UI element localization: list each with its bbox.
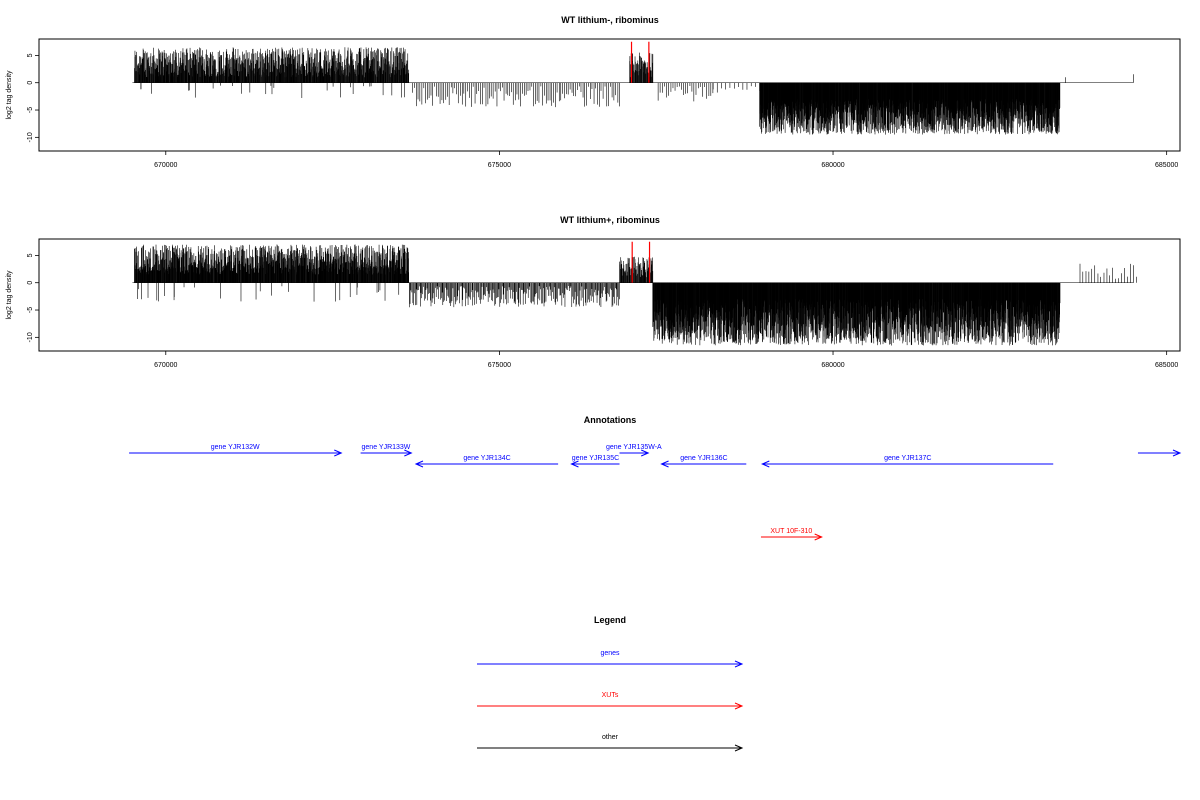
x-tick-label: 675000 xyxy=(488,362,511,369)
x-tick-label: 670000 xyxy=(154,362,177,369)
plot-frame xyxy=(38,38,1181,152)
x-tick-label: 675000 xyxy=(488,162,511,169)
y-axis-label: log2 tag density xyxy=(6,270,13,320)
plot-frame xyxy=(38,238,1181,352)
y-tick-label: 0 xyxy=(27,281,34,285)
x-tick-label: 685000 xyxy=(1155,162,1178,169)
x-tick-label: 670000 xyxy=(154,162,177,169)
track-title: WT lithium+, ribominus xyxy=(560,215,660,225)
y-tick-label: 0 xyxy=(27,81,34,85)
highlight-bars xyxy=(630,41,650,83)
y-tick-label: -5 xyxy=(27,307,34,313)
y-tick-label: 5 xyxy=(27,253,34,257)
y-tick-label: -5 xyxy=(27,107,34,113)
signal-bars xyxy=(134,47,1134,135)
track-panel-lithium-minus: WT lithium-, ribominus log2 tag density … xyxy=(6,15,1181,169)
y-tick-label: 5 xyxy=(27,53,34,57)
signal-bars xyxy=(134,244,1137,346)
track-panel-lithium-plus: WT lithium+, ribominus log2 tag density … xyxy=(6,215,1181,369)
y-axis-label: log2 tag density xyxy=(6,70,13,120)
x-tick-label: 680000 xyxy=(821,362,844,369)
x-tick-label: 680000 xyxy=(821,162,844,169)
track-title: WT lithium-, ribominus xyxy=(561,15,659,25)
y-tick-label: -10 xyxy=(27,332,34,342)
y-tick-label: -10 xyxy=(27,132,34,142)
x-tick-label: 685000 xyxy=(1155,362,1178,369)
